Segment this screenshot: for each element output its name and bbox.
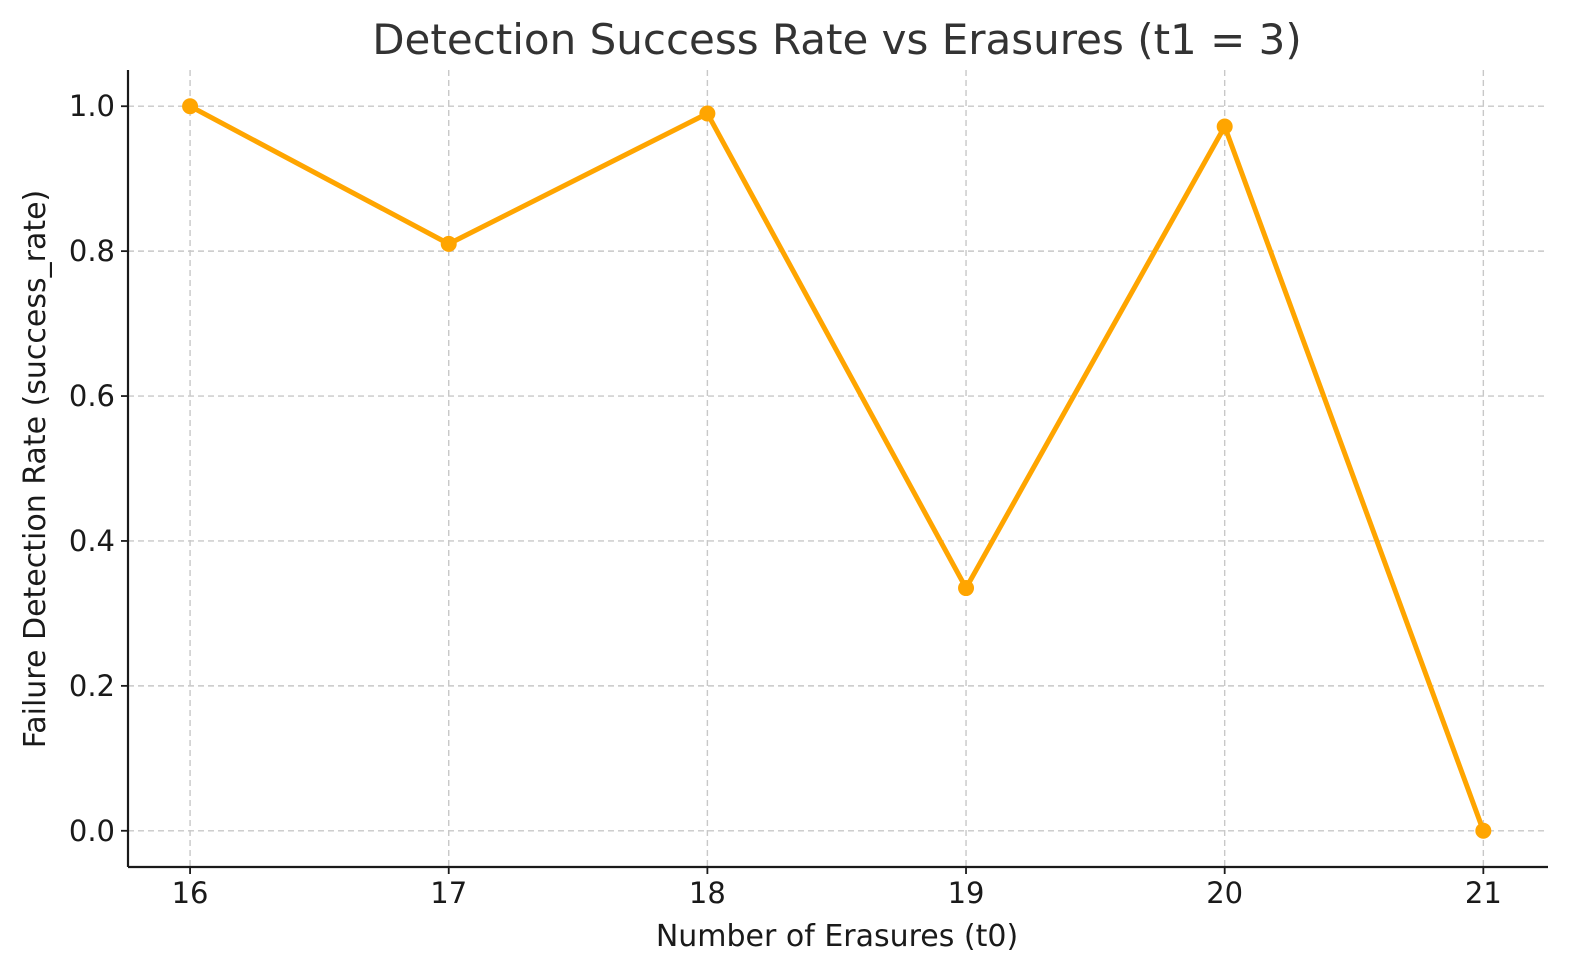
y-tick-label: 0.6 (69, 379, 115, 413)
y-tick-label: 0.2 (69, 669, 115, 703)
x-tick-label: 21 (1465, 876, 1502, 910)
series-line (188, 104, 1486, 832)
data-point (440, 235, 457, 252)
y-tick-label: 1.0 (69, 89, 115, 123)
x-tick-label: 17 (430, 876, 467, 910)
chart-title: Detection Success Rate vs Erasures (t1 =… (372, 15, 1302, 64)
data-point (958, 580, 975, 597)
data-point (182, 98, 199, 115)
y-tick-label: 0.8 (69, 234, 115, 268)
data-point (699, 105, 716, 122)
y-tick-label: 0.0 (69, 814, 115, 848)
y-tick-label: 0.4 (69, 524, 115, 558)
x-tick-label: 16 (172, 876, 209, 910)
data-point (1216, 118, 1233, 135)
grid (128, 70, 1548, 867)
y-axis-label: Failure Detection Rate (success_rate) (18, 190, 53, 749)
x-axis-ticks: 16 17 18 19 20 21 (172, 867, 1502, 910)
x-axis-label: Number of Erasures (t0) (656, 919, 1018, 954)
y-axis-ticks: 0.0 0.2 0.4 0.6 0.8 1.0 (69, 89, 128, 848)
series (182, 98, 1492, 839)
data-point (1475, 822, 1492, 839)
axes (126, 70, 1548, 869)
x-tick-label: 20 (1206, 876, 1243, 910)
x-tick-label: 18 (689, 876, 726, 910)
x-tick-label: 19 (948, 876, 985, 910)
